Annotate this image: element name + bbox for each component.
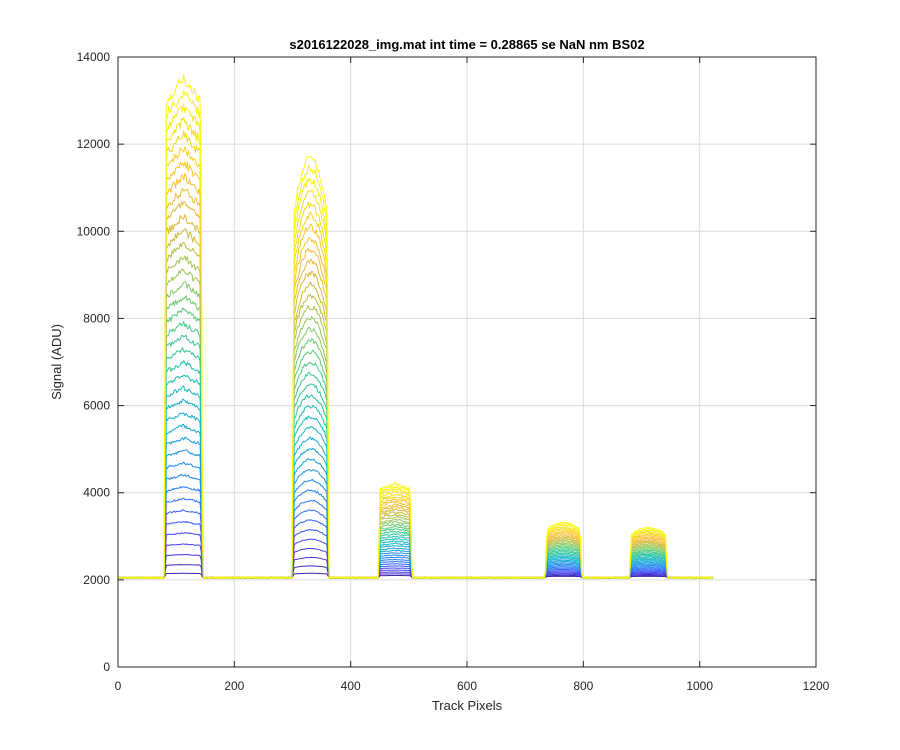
y-tick-label: 10000 [77, 224, 111, 238]
y-tick-label: 8000 [83, 311, 110, 325]
x-tick-label: 0 [115, 679, 122, 693]
y-tick-label: 0 [103, 660, 110, 674]
x-tick-label: 200 [224, 679, 244, 693]
series-line [118, 74, 714, 579]
grid [118, 57, 816, 667]
y-tick-label: 14000 [77, 50, 111, 64]
x-tick-label: 400 [341, 679, 361, 693]
x-tick-label: 800 [573, 679, 593, 693]
x-tick-label: 600 [457, 679, 477, 693]
series-group [118, 74, 714, 579]
x-tick-label: 1200 [803, 679, 830, 693]
ticks: 0 200 400 600 800 1000 12000200040006000800010… [77, 50, 830, 693]
x-tick-label: 1000 [686, 679, 713, 693]
y-tick-label: 6000 [83, 399, 110, 413]
y-tick-label: 2000 [83, 573, 110, 587]
x-axis-label: Track Pixels [432, 698, 503, 713]
y-tick-label: 12000 [77, 137, 111, 151]
y-tick-label: 4000 [83, 486, 110, 500]
y-axis-label: Signal (ADU) [49, 324, 64, 400]
chart-title: s2016122028_img.mat int time = 0.28865 s… [289, 37, 644, 52]
